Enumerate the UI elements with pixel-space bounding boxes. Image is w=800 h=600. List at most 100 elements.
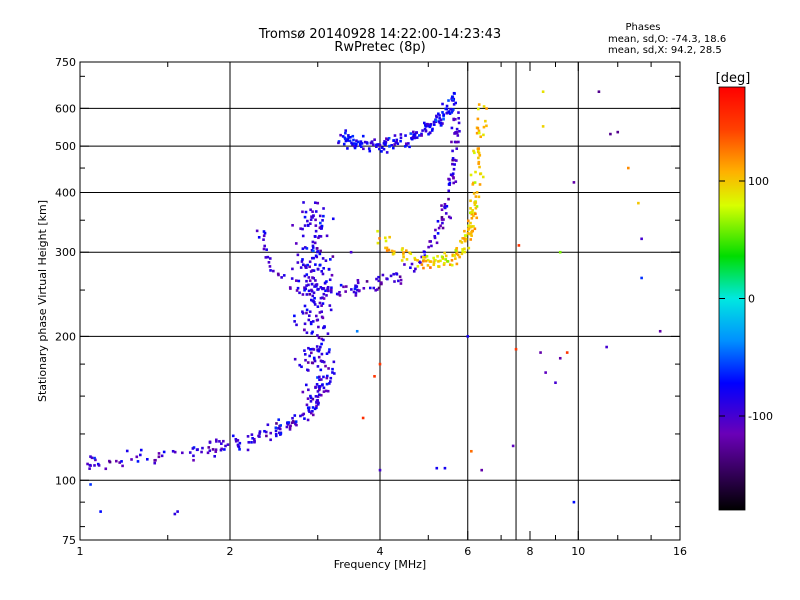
data-point — [444, 254, 448, 258]
data-point — [288, 426, 292, 429]
data-point — [327, 289, 330, 293]
data-point — [310, 248, 314, 252]
data-point — [308, 222, 312, 226]
data-point — [434, 258, 437, 262]
data-point — [393, 134, 397, 137]
data-point — [478, 165, 481, 169]
data-point — [315, 285, 318, 288]
data-point — [471, 229, 474, 233]
data-point — [482, 105, 486, 108]
data-point — [319, 393, 323, 397]
data-point — [452, 103, 456, 106]
data-point — [447, 110, 451, 113]
data-point — [399, 133, 403, 136]
data-point — [430, 129, 434, 132]
data-point — [295, 323, 298, 327]
data-point — [427, 245, 430, 249]
data-point — [387, 248, 391, 252]
y-tick-label: 75 — [62, 534, 76, 547]
data-point — [318, 252, 322, 256]
data-point — [317, 355, 321, 359]
data-point — [455, 127, 459, 131]
data-point — [377, 279, 381, 283]
data-point — [435, 241, 439, 245]
data-point — [206, 451, 210, 455]
data-point — [304, 383, 308, 387]
data-point — [305, 403, 309, 407]
data-point — [306, 406, 310, 410]
data-point — [317, 325, 320, 329]
data-point — [452, 91, 456, 95]
data-point — [305, 279, 308, 283]
data-point — [322, 214, 325, 218]
data-point — [517, 244, 521, 247]
data-point — [413, 133, 417, 136]
data-point — [450, 111, 454, 114]
data-point — [279, 432, 283, 435]
y-tick-label: 100 — [55, 474, 76, 487]
data-point — [392, 250, 396, 253]
data-point — [383, 236, 387, 240]
data-point — [376, 143, 379, 146]
data-point — [236, 439, 240, 442]
data-point — [309, 348, 312, 351]
data-point — [321, 296, 324, 299]
data-point — [262, 238, 265, 241]
data-point — [470, 225, 473, 228]
data-point — [428, 125, 432, 129]
data-point — [352, 138, 355, 142]
data-point — [305, 331, 309, 335]
data-point — [280, 276, 283, 279]
data-point — [327, 268, 331, 271]
data-point — [475, 191, 479, 194]
data-point — [268, 257, 272, 260]
data-point — [316, 201, 320, 205]
data-point — [378, 468, 382, 472]
data-point — [312, 214, 315, 218]
data-point — [291, 420, 295, 423]
data-point — [482, 125, 486, 129]
data-point — [458, 255, 461, 259]
data-point — [93, 456, 96, 460]
data-point — [99, 510, 102, 513]
data-point — [322, 267, 325, 270]
data-point — [234, 437, 238, 441]
data-point — [321, 287, 324, 291]
data-point — [362, 147, 365, 151]
data-point — [320, 352, 324, 356]
data-point — [441, 257, 445, 261]
data-point — [288, 428, 292, 431]
data-point — [317, 236, 320, 240]
data-point — [289, 424, 292, 428]
data-point — [514, 347, 518, 351]
data-point — [470, 216, 474, 220]
data-point — [330, 273, 334, 277]
data-point — [450, 95, 454, 99]
data-point — [439, 118, 443, 122]
data-point — [426, 258, 430, 262]
data-point — [308, 265, 311, 269]
data-point — [318, 234, 321, 238]
data-point — [338, 290, 341, 294]
data-point — [267, 261, 271, 264]
data-point — [454, 101, 457, 105]
data-point — [344, 285, 348, 288]
data-point — [339, 133, 342, 137]
data-point — [414, 267, 417, 271]
data-point — [321, 302, 325, 305]
data-point — [473, 151, 476, 155]
data-point — [452, 118, 456, 122]
data-point — [291, 267, 294, 271]
data-point — [384, 141, 387, 145]
data-point — [455, 246, 459, 250]
data-point — [440, 208, 444, 212]
data-point — [308, 279, 312, 282]
data-point — [441, 122, 444, 125]
data-point — [294, 242, 298, 245]
chart-title: Tromsø 20140928 14:22:00-14:23:43 — [258, 27, 501, 42]
data-point — [440, 204, 443, 207]
data-point — [344, 139, 348, 143]
data-point — [291, 223, 294, 227]
data-point — [437, 260, 440, 263]
data-point — [467, 232, 471, 236]
